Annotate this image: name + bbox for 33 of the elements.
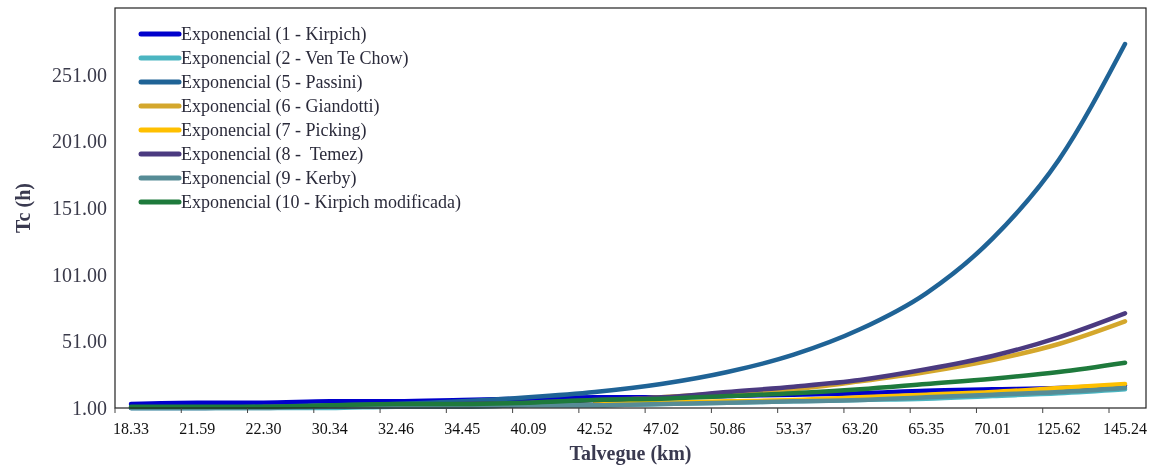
legend-label: Exponencial (8 - Temez)	[181, 144, 364, 166]
y-tick-label: 1.00	[72, 397, 107, 419]
y-tick-label: 51.00	[62, 330, 107, 353]
x-axis-title: Talvegue (km)	[569, 442, 692, 465]
x-tick-label: 32.46	[378, 420, 415, 437]
y-tick-label: 251.00	[52, 63, 107, 86]
x-tick-label: 50.86	[709, 420, 746, 437]
legend-label: Exponencial (2 - Ven Te Chow)	[181, 48, 409, 70]
x-tick-label: 145.24	[1103, 420, 1147, 437]
y-tick-label: 151.00	[52, 197, 107, 219]
x-tick-label: 30.34	[311, 420, 348, 437]
x-tick-label: 40.09	[510, 420, 547, 437]
x-tick-label: 22.30	[245, 420, 282, 437]
y-tick-label: 101.00	[52, 263, 107, 286]
x-tick-label: 47.02	[643, 420, 680, 437]
x-tick-label: 53.37	[775, 420, 812, 437]
legend-label: Exponencial (9 - Kerby)	[181, 168, 357, 190]
legend-label: Exponencial (5 - Passini)	[181, 72, 363, 94]
legend-label: Exponencial (1 - Kirpich)	[181, 24, 367, 46]
x-tick-label: 63.20	[841, 420, 878, 437]
legend-label: Exponencial (7 - Picking)	[181, 120, 367, 142]
y-axis-title: Tc (h)	[12, 183, 35, 233]
x-tick-label: 42.52	[576, 420, 613, 437]
x-tick-label: 21.59	[179, 420, 216, 437]
x-tick-label: 65.35	[908, 420, 945, 437]
x-tick-label: 70.01	[974, 420, 1011, 437]
line-series	[128, 360, 1128, 409]
x-tick-label: 18.33	[113, 420, 149, 437]
x-tick-label: 34.45	[444, 420, 481, 437]
y-tick-label: 201.00	[52, 130, 107, 153]
x-tick-label: 125.62	[1036, 420, 1081, 437]
legend-label: Exponencial (10 - Kirpich modificada)	[181, 192, 461, 214]
legend-label: Exponencial (6 - Giandotti)	[181, 96, 380, 118]
